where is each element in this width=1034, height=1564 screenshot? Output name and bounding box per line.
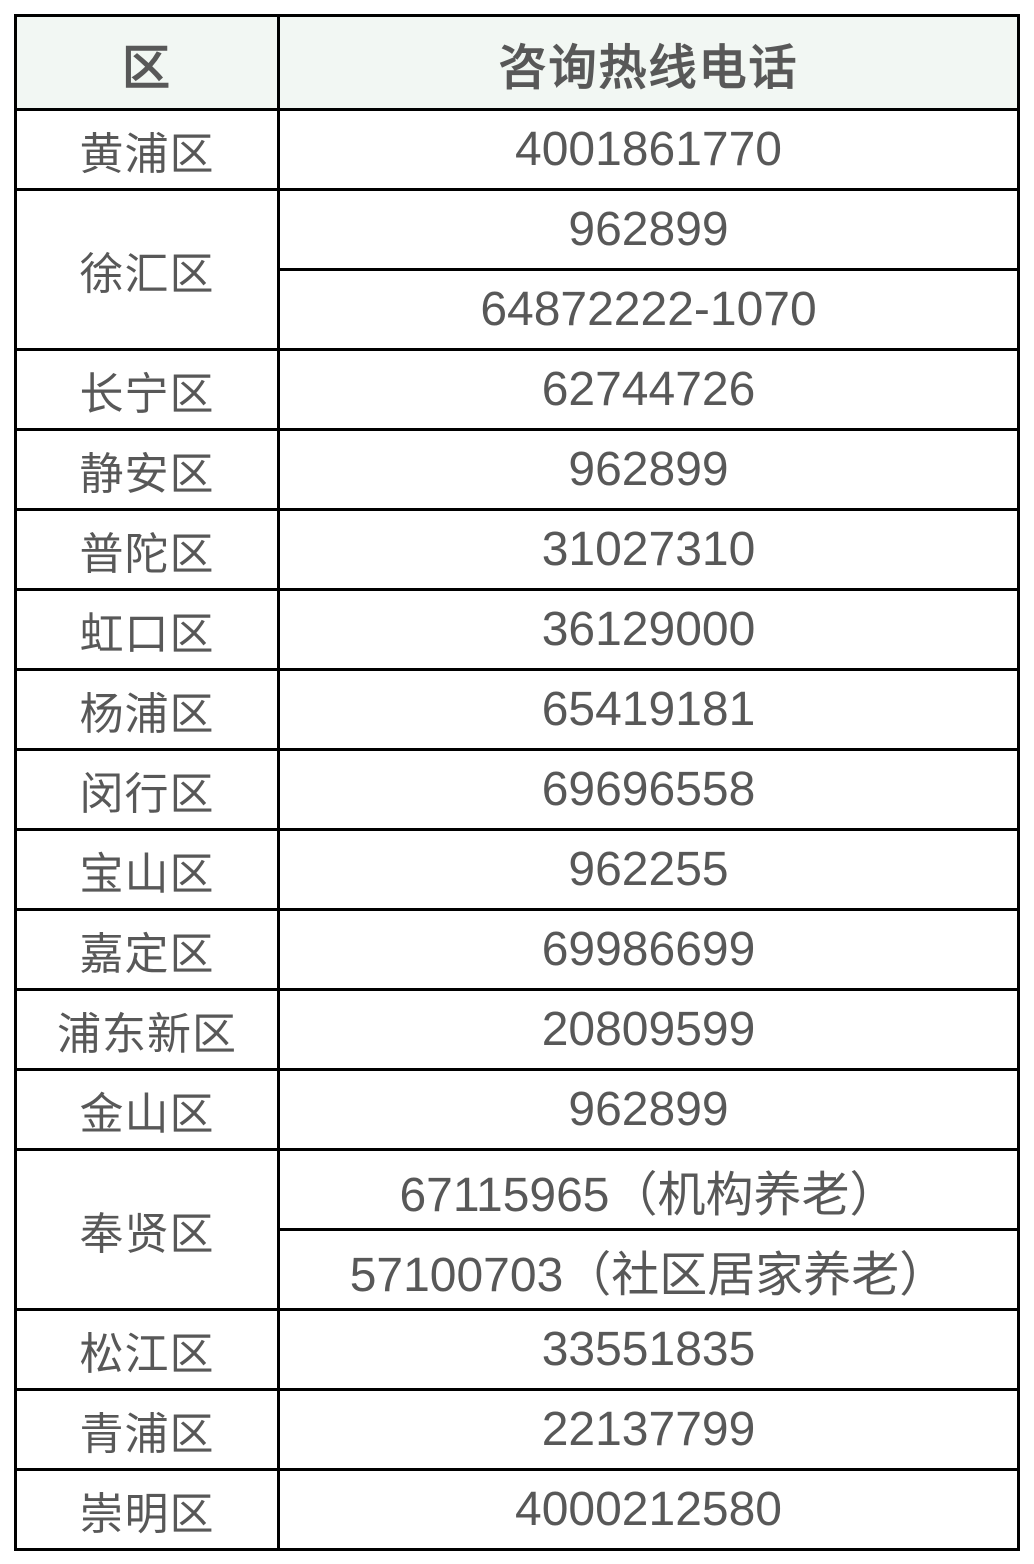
phone-cell: 4000212580 bbox=[277, 1468, 1020, 1551]
district-cell: 闵行区 bbox=[14, 748, 280, 831]
table-row: 64872222-1070 bbox=[16, 268, 1020, 351]
table-row: 闵行区 69696558 bbox=[14, 748, 1020, 831]
phone-cell: 67115965（机构养老） bbox=[277, 1148, 1020, 1231]
phone-cell: 33551835 bbox=[277, 1308, 1020, 1391]
table-row: 青浦区 22137799 bbox=[14, 1388, 1020, 1471]
table-row: 崇明区 4000212580 bbox=[14, 1468, 1020, 1551]
district-cell: 黄浦区 bbox=[14, 108, 280, 191]
table-row: 普陀区 31027310 bbox=[14, 508, 1020, 591]
phone-cell: 4001861770 bbox=[277, 108, 1020, 191]
phone-cell: 962899 bbox=[277, 1068, 1020, 1151]
phone-cell: 22137799 bbox=[277, 1388, 1020, 1471]
phone-cell: 64872222-1070 bbox=[277, 268, 1020, 351]
table-row: 杨浦区 65419181 bbox=[14, 668, 1020, 751]
district-cell: 嘉定区 bbox=[14, 908, 280, 991]
table-row: 虹口区 36129000 bbox=[14, 588, 1020, 671]
district-cell: 青浦区 bbox=[14, 1388, 280, 1471]
district-cell: 长宁区 bbox=[14, 348, 280, 431]
phone-cell: 36129000 bbox=[277, 588, 1020, 671]
phone-cell: 69986699 bbox=[277, 908, 1020, 991]
phone-cell: 65419181 bbox=[277, 668, 1020, 751]
phone-cell: 962899 bbox=[277, 428, 1020, 511]
table-row: 徐汇区 962899 bbox=[14, 188, 1020, 351]
table-row: 57100703（社区居家养老） bbox=[16, 1228, 1020, 1311]
district-cell: 金山区 bbox=[14, 1068, 280, 1151]
phone-cell: 31027310 bbox=[277, 508, 1020, 591]
table-row: 松江区 33551835 bbox=[14, 1308, 1020, 1391]
table-row: 长宁区 62744726 bbox=[14, 348, 1020, 431]
phone-cell: 57100703（社区居家养老） bbox=[277, 1228, 1020, 1311]
district-cell: 静安区 bbox=[14, 428, 280, 511]
district-cell: 虹口区 bbox=[14, 588, 280, 671]
district-cell: 浦东新区 bbox=[14, 988, 280, 1071]
table-row: 奉贤区 67115965（机构养老） bbox=[14, 1148, 1020, 1311]
header-phone: 咨询热线电话 bbox=[277, 14, 1020, 111]
hotline-table: 区 咨询热线电话 黄浦区 4001861770 徐汇区 962899 64872222-… bbox=[14, 14, 1020, 1551]
table-body: 黄浦区 4001861770 徐汇区 962899 64872222-1070 长宁区 62… bbox=[14, 108, 1020, 1551]
district-cell: 松江区 bbox=[14, 1308, 280, 1391]
district-cell: 崇明区 bbox=[14, 1468, 280, 1551]
table-row: 宝山区 962255 bbox=[14, 828, 1020, 911]
district-cell: 杨浦区 bbox=[14, 668, 280, 751]
phone-cell: 962255 bbox=[277, 828, 1020, 911]
phone-cell: 962899 bbox=[277, 188, 1020, 271]
header-row: 区 咨询热线电话 bbox=[14, 14, 1020, 111]
table-row: 嘉定区 69986699 bbox=[14, 908, 1020, 991]
phone-cell: 62744726 bbox=[277, 348, 1020, 431]
district-cell: 奉贤区 bbox=[14, 1148, 280, 1311]
table-row: 浦东新区 20809599 bbox=[14, 988, 1020, 1071]
phone-cell: 20809599 bbox=[277, 988, 1020, 1071]
table-row: 黄浦区 4001861770 bbox=[14, 108, 1020, 191]
district-cell: 普陀区 bbox=[14, 508, 280, 591]
district-cell: 宝山区 bbox=[14, 828, 280, 911]
table-row: 静安区 962899 bbox=[14, 428, 1020, 511]
table-row: 金山区 962899 bbox=[14, 1068, 1020, 1151]
district-cell: 徐汇区 bbox=[14, 188, 280, 351]
header-district: 区 bbox=[14, 14, 280, 111]
phone-cell: 69696558 bbox=[277, 748, 1020, 831]
